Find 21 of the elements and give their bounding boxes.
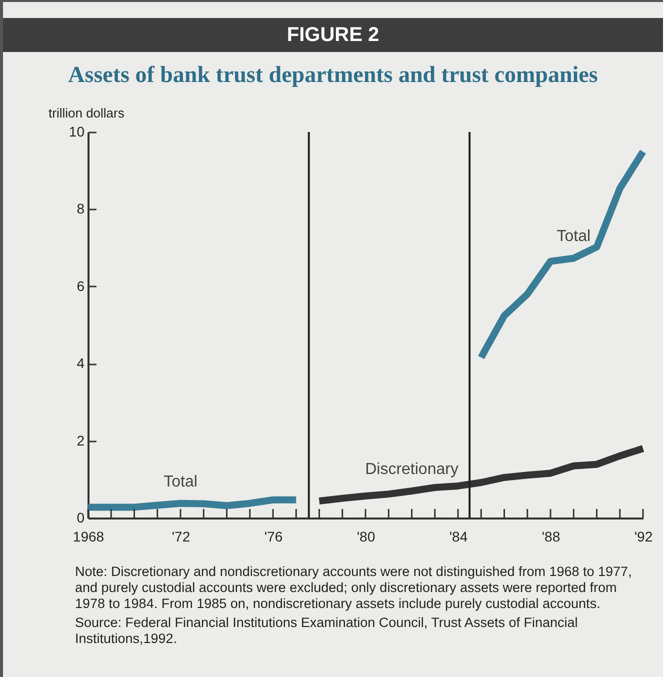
x-tick-label: '80 [356, 528, 376, 544]
series-label: Discretionary [365, 460, 458, 478]
source-note: Source: Federal Financial Institutions Examination Council, Trust Assets of Financial Institutions,1992. [75, 615, 579, 647]
y-tick-label: 4 [76, 355, 85, 372]
y-tick-label: 6 [76, 278, 85, 294]
x-tick-label: '88 [542, 528, 560, 544]
x-tick-label: '72 [172, 528, 190, 544]
x-tick-label: 1968 [72, 528, 104, 544]
x-tick-label: '92 [634, 528, 653, 544]
chart-title: FIGURE 2 [3, 18, 663, 52]
text: Note: Discretionary and nondiscretionary accounts were not distinguished from 1968 to 1977, and purely custodial accounts were excluded; only discretionary assets were reported from 1978 to 1984. From 1985 on, nondiscretionary assets include purely custodial accounts. [75, 564, 633, 612]
y-tick-label: 8 [76, 200, 85, 217]
chart-subtitle: Assets of bank trust departments and trust companies [67, 62, 599, 88]
series-label: Total [556, 228, 591, 246]
x-tick-label: '84 [449, 528, 468, 544]
y-tick-label: 2 [76, 432, 85, 448]
x-tick-label: '76 [264, 528, 283, 544]
y-tick-label: 0 [76, 510, 85, 526]
series-label: Total [164, 473, 198, 490]
y-tick-label: 10 [68, 124, 85, 140]
y-axis-title: trillion dollars [48, 106, 125, 120]
